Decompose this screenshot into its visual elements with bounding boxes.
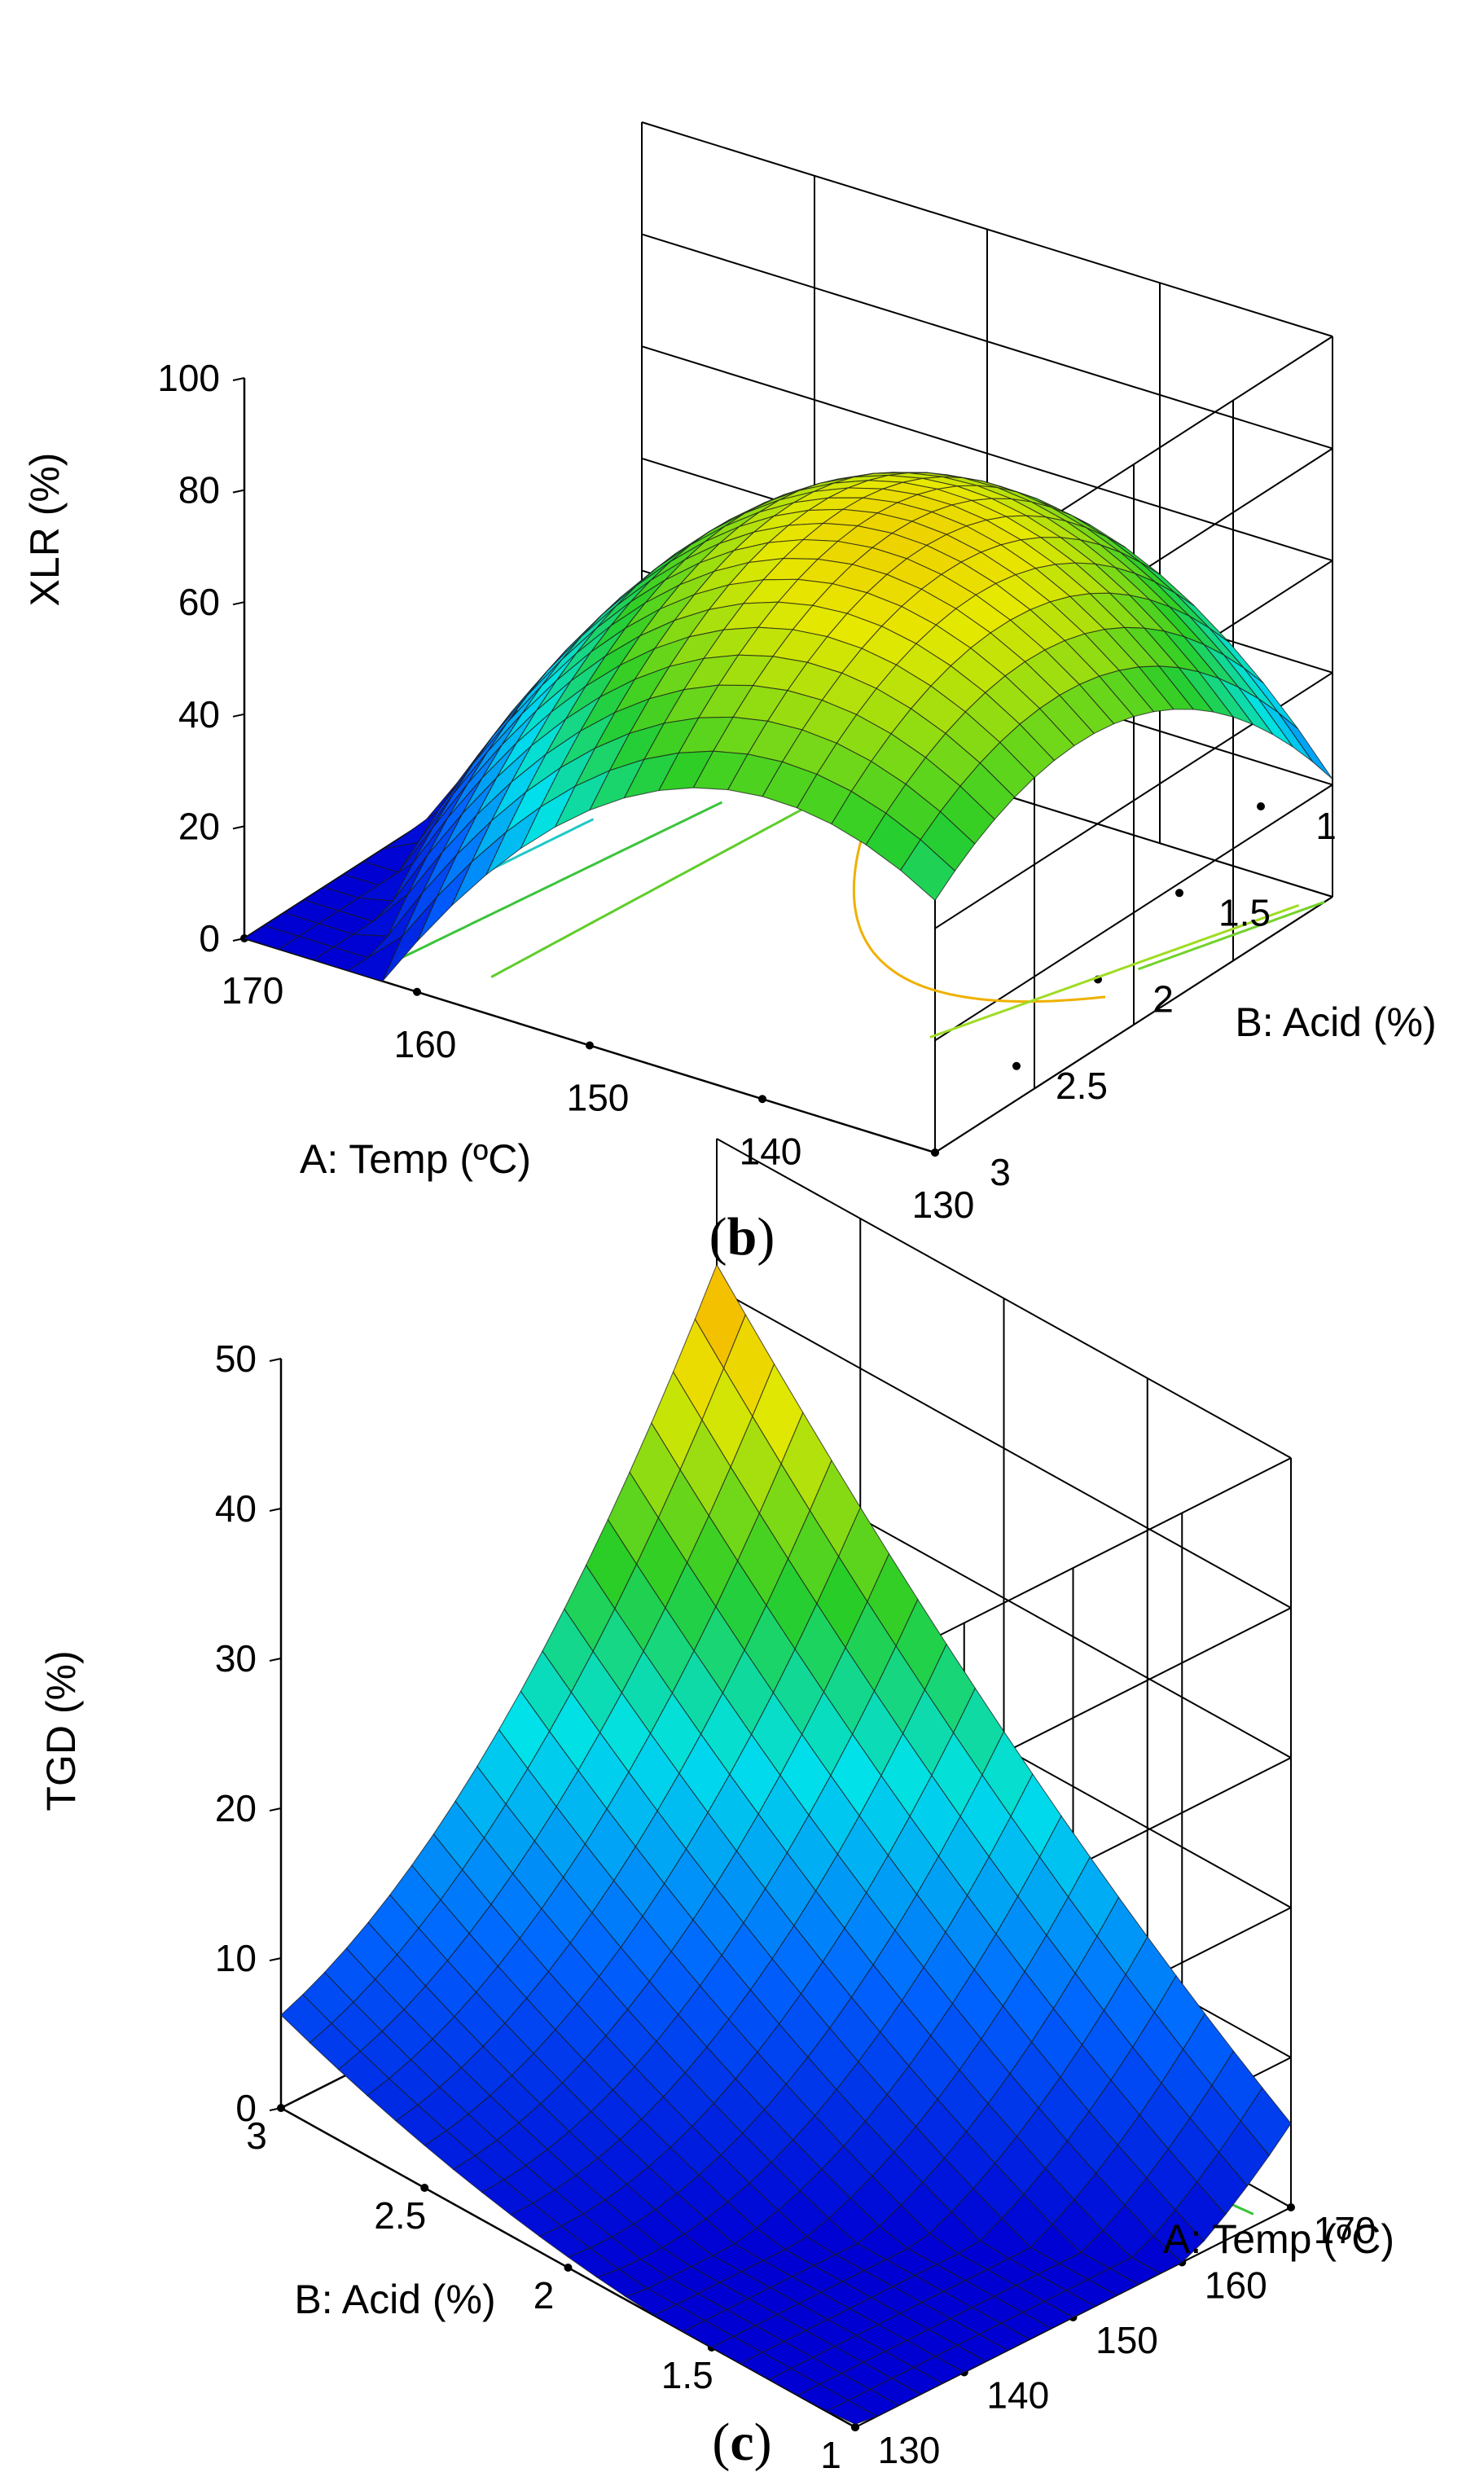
b-z-tick-label: 20 <box>178 805 220 847</box>
b-temp-tick-label: 140 <box>740 1130 802 1172</box>
c-surface-cell <box>280 1994 332 2044</box>
b-contour-line <box>388 801 723 965</box>
b-temp-tick-mark <box>758 1095 766 1104</box>
c-acid-tick-label: 3 <box>246 2115 267 2157</box>
b-acid-axis-title: B: Acid (%) <box>1235 999 1436 1045</box>
b-surface-cell <box>243 924 301 950</box>
b-z-tick-label: 0 <box>199 917 220 960</box>
b-panel-letter: b <box>727 1207 757 1267</box>
c-temp-tick-label: 150 <box>1095 2319 1158 2361</box>
b-panel-caption: (b) <box>709 1207 775 1267</box>
c-z-tick-label: 20 <box>215 1787 257 1829</box>
b-acid-tick-label: 2 <box>1153 978 1174 1021</box>
b-temp-tick-mark <box>413 987 421 996</box>
c-acid-tick-label: 1.5 <box>661 2354 713 2396</box>
c-z-tick-mark <box>269 1807 282 1812</box>
c-z-tick-label: 40 <box>215 1487 257 1530</box>
c-z-tick-label: 30 <box>215 1637 257 1680</box>
b-temp-axis-title: A: Temp (ºC) <box>300 1136 531 1182</box>
b-z-tick-label: 100 <box>157 357 220 399</box>
panel-b-labels: 0 20 40 60 80 100 170 160 150 140 130 1 1.5 2 2.5 3 XLR … <box>22 357 1437 1267</box>
c-z-tick-mark <box>269 1358 282 1362</box>
b-acid-tick-mark <box>1175 889 1183 898</box>
b-temp-tick-label: 170 <box>222 969 284 1012</box>
b-z-tick-mark <box>232 713 245 718</box>
c-z-tick-label: 10 <box>215 1937 257 1979</box>
b-temp-tick-label: 130 <box>912 1184 975 1226</box>
b-z-tick-mark <box>232 825 245 830</box>
c-acid-tick-label: 2.5 <box>374 2194 426 2237</box>
panel-c-surface <box>280 1263 1292 2425</box>
c-acid-tick-mark <box>277 2104 285 2112</box>
panel-c-chart: 0 10 20 30 40 50 3 2.5 2 1.5 1 130 140 150 160 170 TGD (… <box>38 1138 1394 2476</box>
b-acid-tick-label: 1.5 <box>1218 891 1271 933</box>
panel-b-chart: 0 20 40 60 80 100 170 160 150 140 130 1 1.5 2 2.5 3 XLR … <box>22 121 1437 1267</box>
b-temp-tick-label: 150 <box>567 1077 630 1119</box>
b-acid-tick-label: 1 <box>1315 805 1337 847</box>
b-contour-line <box>852 775 1106 1003</box>
c-panel-letter: c <box>730 2413 753 2472</box>
b-z-tick-label: 80 <box>178 469 220 512</box>
c-temp-tick-label: 170 <box>1314 2209 1376 2251</box>
c-acid-tick-label: 1 <box>820 2434 841 2476</box>
b-floor-edge <box>934 896 1333 1153</box>
b-z-tick-label: 60 <box>178 581 220 623</box>
c-temp-tick-label: 130 <box>878 2429 941 2471</box>
c-temp-tick-label: 140 <box>986 2374 1049 2417</box>
c-panel-caption: (c) <box>712 2413 771 2472</box>
c-z-tick-label: 50 <box>215 1337 257 1380</box>
c-acid-tick-mark <box>564 2264 573 2272</box>
b-z-tick-label: 40 <box>178 693 220 736</box>
b-z-tick-mark <box>232 601 245 606</box>
panel-b-surface <box>243 472 1333 982</box>
c-acid-axis-title: B: Acid (%) <box>294 2277 495 2322</box>
c-temp-tick-mark <box>851 2423 859 2431</box>
b-z-axis-title: XLR (%) <box>22 453 68 607</box>
c-z-tick-mark <box>269 1508 282 1512</box>
c-z-tick-mark <box>269 1658 282 1662</box>
c-acid-tick-mark <box>420 2184 429 2192</box>
b-surface-cell <box>1277 712 1333 779</box>
c-z-axis-title: TGD (%) <box>38 1650 84 1811</box>
b-acid-tick-label: 3 <box>990 1151 1011 1193</box>
c-temp-axis-title: A: Temp (ºC) <box>1163 2216 1394 2262</box>
b-acid-tick-mark <box>931 1148 939 1157</box>
panel-c-labels: 0 10 20 30 40 50 3 2.5 2 1.5 1 130 140 150 160 170 TGD (… <box>38 1337 1394 2476</box>
c-z-tick-label: 0 <box>235 2087 257 2129</box>
c-z-tick-mark <box>269 1957 282 1961</box>
b-acid-tick-mark <box>1257 802 1265 810</box>
b-acid-tick-mark <box>1012 1061 1021 1070</box>
c-temp-tick-mark <box>1287 2203 1295 2211</box>
b-z-tick-mark <box>232 489 245 494</box>
b-temp-tick-mark <box>586 1041 594 1050</box>
b-acid-tick-label: 2.5 <box>1056 1065 1108 1107</box>
b-contour-line <box>1137 900 1325 971</box>
c-temp-tick-label: 160 <box>1205 2264 1267 2307</box>
b-temp-tick-label: 160 <box>394 1023 457 1065</box>
b-z-tick-mark <box>232 377 245 381</box>
c-acid-tick-label: 2 <box>533 2274 555 2317</box>
b-contour-line <box>929 903 1300 1039</box>
